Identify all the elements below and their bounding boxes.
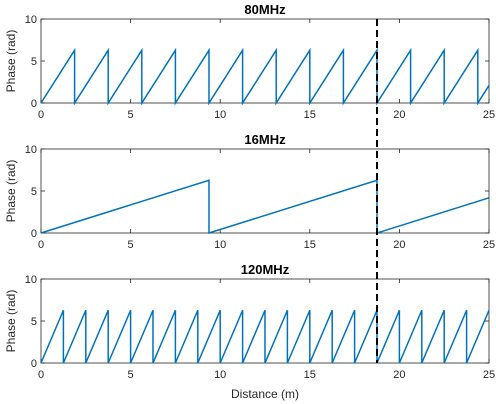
x-tick-label: 10	[214, 239, 226, 251]
y-tick-label: 10	[25, 274, 37, 286]
y-tick-label: 10	[25, 14, 37, 26]
panel-1: 0 5 10 15 20 25 0 5 10 16MHz Phase (rad)	[4, 132, 495, 251]
x-tick-label: 5	[128, 239, 134, 251]
y-tick-label: 0	[31, 228, 37, 240]
x-axis-label: Distance (m)	[231, 387, 299, 401]
y-tick-label: 0	[31, 98, 37, 110]
x-tick-label: 0	[38, 239, 44, 251]
panels: 0 5 10 15 20 25 0 5 10 80MHz Phase (rad) 0 5 10 15 20 25…	[4, 2, 495, 401]
x-tick-label: 25	[483, 369, 495, 381]
x-tick-label: 15	[304, 369, 316, 381]
panel-0: 0 5 10 15 20 25 0 5 10 80MHz Phase (rad)	[4, 2, 495, 121]
x-tick-label: 10	[214, 109, 226, 121]
axes-box	[40, 148, 490, 234]
y-tick-label: 0	[31, 358, 37, 370]
y-axis-label: Phase (rad)	[4, 30, 18, 93]
panel-2: 0 5 10 15 20 25 0 5 10 120MHz Phase (rad) Distance …	[4, 262, 495, 401]
x-tick-label: 20	[393, 369, 405, 381]
series-line	[40, 309, 490, 364]
x-tick-label: 15	[304, 239, 316, 251]
x-tick-label: 25	[483, 109, 495, 121]
x-tick-label: 0	[38, 369, 44, 381]
x-tick-label: 10	[214, 369, 226, 381]
panel-title: 120MHz	[241, 262, 290, 277]
y-axis-label: Phase (rad)	[4, 290, 18, 353]
series-line	[40, 47, 490, 106]
x-tick-label: 25	[483, 239, 495, 251]
x-tick-label: 5	[128, 109, 134, 121]
y-axis-label: Phase (rad)	[4, 160, 18, 223]
x-tick-label: 0	[38, 109, 44, 121]
series-line	[40, 179, 490, 235]
y-tick-label: 10	[25, 144, 37, 156]
x-tick-label: 5	[128, 369, 134, 381]
y-tick-label: 5	[31, 316, 37, 328]
x-tick-label: 15	[304, 109, 316, 121]
panel-title: 80MHz	[244, 2, 286, 17]
y-tick-label: 5	[31, 186, 37, 198]
x-tick-label: 20	[393, 109, 405, 121]
x-tick-label: 20	[393, 239, 405, 251]
panel-title: 16MHz	[244, 132, 286, 147]
y-tick-label: 5	[31, 56, 37, 68]
